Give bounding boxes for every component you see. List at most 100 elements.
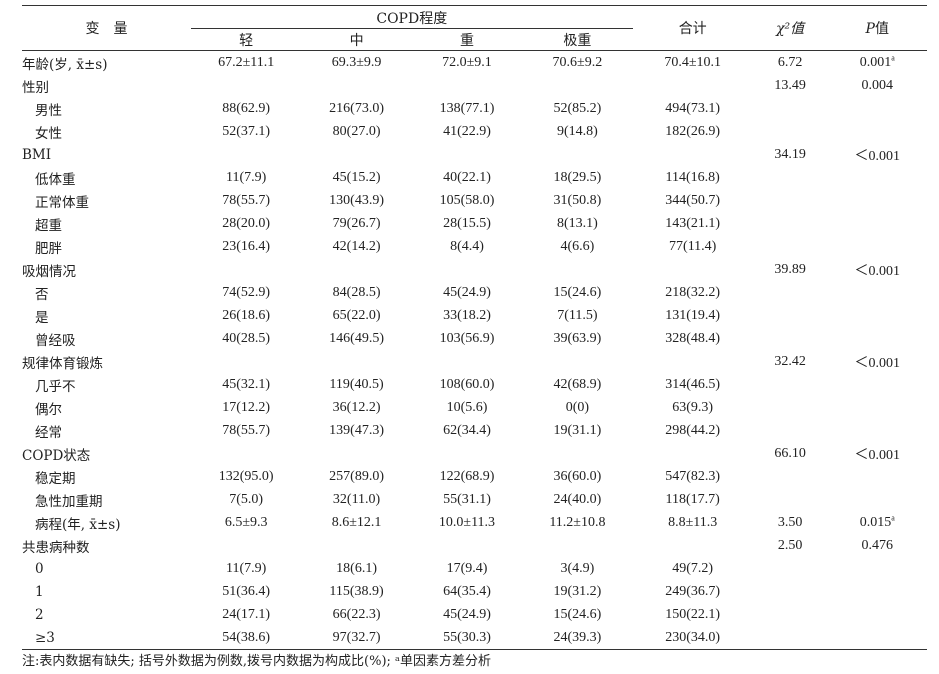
cell-total: 49(7.2) (672, 560, 714, 576)
row-label: 规律体育锻炼 (22, 355, 103, 372)
row-label: 否 (35, 286, 49, 303)
cell-value: 78(55.7) (222, 422, 271, 438)
cell-chi-square (753, 235, 828, 258)
cell-value: 19(31.1) (553, 422, 602, 438)
cell-total: 63(9.3) (672, 399, 714, 415)
cell-value: 55(31.1) (443, 491, 491, 507)
cell-total: 8.8±11.3 (668, 514, 718, 530)
cell-value: 8(13.1) (556, 215, 598, 231)
cell-value: 84(28.5) (332, 284, 381, 300)
cell-p-value: ＜0.001 (828, 143, 928, 166)
cell-value: 9(14.8) (556, 123, 598, 139)
cell-value: 15(24.6) (553, 606, 602, 622)
row-label: 1 (35, 583, 44, 600)
cell-value: 139(47.3) (329, 422, 384, 438)
cell-value: 72.0±9.1 (411, 50, 523, 74)
cell-value (522, 534, 632, 557)
cell-value: 17(9.4) (446, 560, 488, 576)
cell-value: 42(14.2) (332, 238, 381, 254)
cell-p-value (828, 465, 928, 488)
cell-value: 41(22.9) (443, 123, 491, 139)
p-value-text: 0.001 (859, 54, 892, 70)
cell-value: 3(4.9) (560, 560, 595, 576)
table-row: 病程(年, x̄±s) 6.5±9.3 8.6±12.1 10.0±11.3 11.2±… (22, 511, 927, 534)
cell-total (633, 258, 753, 281)
p-value-text: ＜0.001 (854, 355, 901, 371)
cell-p-value (828, 120, 928, 143)
cell-value: 7(11.5) (557, 307, 598, 323)
cell-value: 79(26.7) (332, 215, 381, 231)
cell-value: 36(12.2) (332, 399, 381, 415)
cell-value: 19(31.2) (553, 583, 602, 599)
cell-value: 28(15.5) (443, 215, 491, 231)
cell-value: 26(18.6) (222, 307, 271, 323)
header-variable: 变 量 (85, 21, 128, 37)
cell-total (633, 534, 753, 557)
cell-value: 36(60.0) (553, 468, 602, 484)
row-label: BMI (22, 146, 52, 163)
cell-p-value (828, 212, 928, 235)
row-label: COPD状态 (22, 447, 91, 464)
cell-total (633, 350, 753, 373)
table-row: 2 24(17.1) 66(22.3) 45(24.9) 15(24.6) 150(22.… (22, 603, 927, 626)
row-label: 正常体重 (35, 194, 89, 211)
cell-chi-square (753, 603, 828, 626)
cell-value: 108(60.0) (439, 376, 495, 392)
cell-total (633, 143, 753, 166)
cell-value (301, 74, 411, 97)
header-p-value: P值 (865, 21, 889, 37)
cell-value: 45(24.9) (443, 284, 491, 300)
cell-total: 150(22.1) (665, 606, 721, 622)
cell-value: 97(32.7) (332, 629, 381, 645)
cell-chi-square (753, 580, 828, 603)
cell-value: 45(15.2) (332, 169, 381, 185)
cell-value: 105(58.0) (439, 192, 495, 208)
cell-value: 8.6±12.1 (331, 514, 382, 530)
cell-value: 18(6.1) (336, 560, 377, 576)
cell-p-value: ＜0.001 (828, 258, 928, 281)
cell-chi-square (753, 557, 828, 580)
cell-chi-square (753, 373, 828, 396)
cell-value: 11(7.9) (226, 169, 267, 185)
table-row: 稳定期 132(95.0) 257(89.0) 122(68.9) 36(60.0) 54… (22, 465, 927, 488)
cell-value (191, 534, 301, 557)
cell-value: 146(49.5) (329, 330, 384, 346)
cell-value: 138(77.1) (439, 100, 495, 116)
cell-value: 24(40.0) (553, 491, 602, 507)
row-label: 偶尔 (35, 401, 62, 418)
cell-value (412, 74, 522, 97)
cell-value (412, 350, 522, 373)
table-body: 年龄(岁, x̄±s) 67.2±11.1 69.3±9.9 72.0±9.1 70.6… (22, 50, 928, 650)
cell-value (522, 143, 632, 166)
cell-chi-square (753, 327, 828, 350)
cell-value: 7(5.0) (229, 491, 264, 507)
cell-value: 52(85.2) (553, 100, 602, 116)
cell-p-value: 0.001a (827, 50, 927, 74)
cell-p-value: 0.004 (828, 74, 928, 97)
cell-p-value: 0.015a (828, 511, 928, 534)
cell-p-value (828, 373, 928, 396)
cell-p-value (828, 557, 928, 580)
table-row: 吸烟情况 39.89 ＜0.001 (22, 258, 927, 281)
cell-value: 62(34.4) (443, 422, 491, 438)
header-chi-square: χ²值 (776, 21, 805, 37)
cell-value: 40(28.5) (222, 330, 271, 346)
cell-chi-square: 34.19 (774, 146, 806, 162)
table-row: 性别 13.49 0.004 (22, 74, 927, 97)
table-row: 共患病种数 2.50 0.476 (22, 534, 927, 557)
cell-value: 24(17.1) (222, 606, 271, 622)
row-label: 病程(年, x̄±s) (35, 516, 121, 533)
row-label: 几乎不 (35, 378, 76, 395)
cell-total: 77(11.4) (669, 238, 717, 254)
table-row: 曾经吸 40(28.5) 146(49.5) 103(56.9) 39(63.9) 328… (22, 327, 927, 350)
cell-value: 122(68.9) (439, 468, 495, 484)
cell-value: 52(37.1) (222, 123, 271, 139)
cell-total: 118(17.7) (665, 491, 720, 507)
cell-chi-square: 32.42 (774, 353, 806, 369)
cell-chi-square (753, 396, 828, 419)
p-value-text: 0.476 (861, 537, 894, 553)
cell-value (301, 534, 411, 557)
cell-value: 6.5±9.3 (224, 514, 268, 530)
cell-chi-square (753, 488, 828, 511)
header-level-moderate: 中 (349, 32, 364, 49)
